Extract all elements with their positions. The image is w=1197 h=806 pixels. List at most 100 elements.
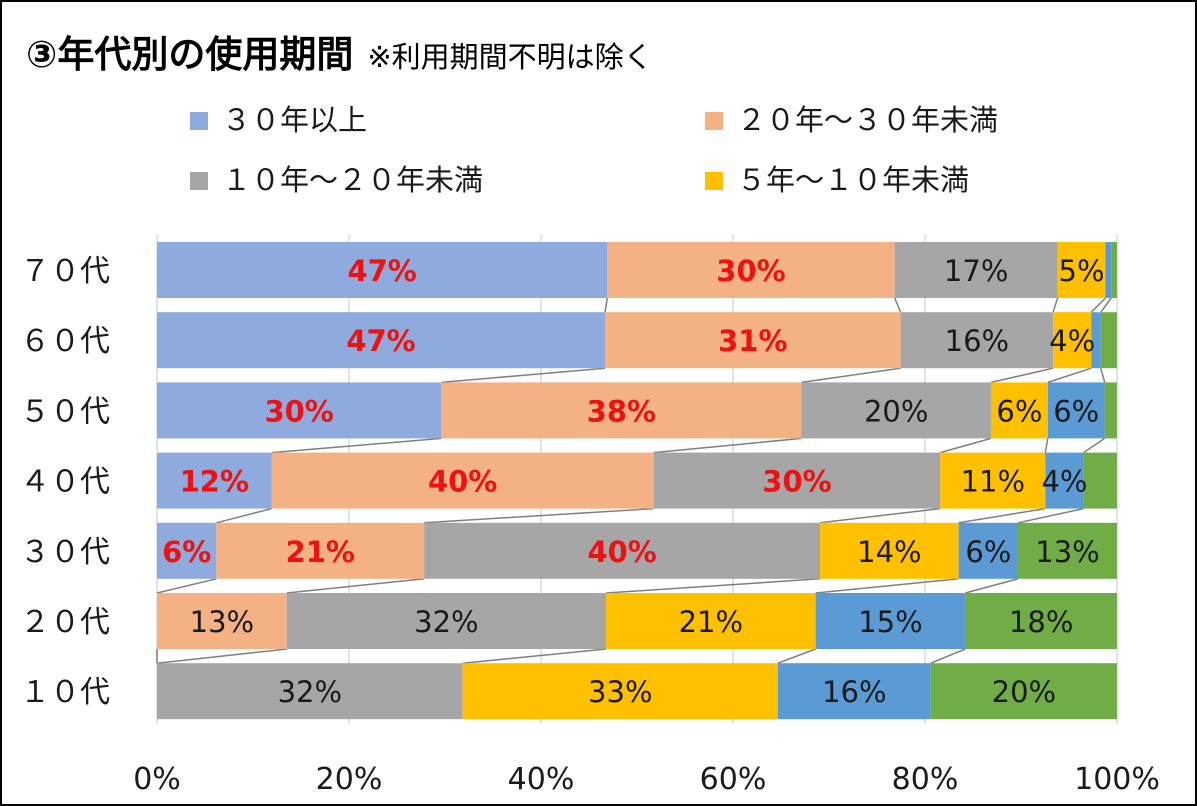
bar-segment xyxy=(1053,312,1092,369)
series-connector-line xyxy=(1047,367,1092,384)
bar-segment xyxy=(1105,242,1112,298)
data-label: 14% xyxy=(857,535,921,569)
bar-segment xyxy=(286,593,607,649)
series-connector-line xyxy=(1100,297,1112,313)
data-label: 31% xyxy=(718,324,787,358)
legend-label: １０年～２０年未満 xyxy=(222,163,483,197)
bar-segment xyxy=(1047,382,1105,439)
series-connector-line xyxy=(271,437,442,454)
bar-segment xyxy=(958,522,1019,579)
legend-swatch xyxy=(705,112,723,130)
data-label: 13% xyxy=(1035,535,1099,569)
bar-segment xyxy=(1083,452,1117,509)
legend-label: ２０年～３０年未満 xyxy=(737,103,998,137)
data-label: 38% xyxy=(587,394,656,428)
bar-segment xyxy=(271,452,654,509)
chart-title-note: ※利用期間不明は除く xyxy=(367,40,653,74)
series-connector-line xyxy=(462,648,607,664)
data-label: 21% xyxy=(679,605,743,639)
series-connector-line xyxy=(958,507,1046,524)
legend-label: ５年～１０年未満 xyxy=(737,163,969,197)
bar-segment xyxy=(1111,242,1117,298)
series-connector-line xyxy=(1052,297,1059,313)
series-connector-line xyxy=(940,437,992,454)
chart-title: ③年代別の使用期間 ※利用期間不明は除く xyxy=(26,24,653,78)
series-connector-line xyxy=(1100,368,1106,383)
bar-segment xyxy=(820,522,959,579)
bar-segment xyxy=(441,382,802,439)
bar-segment xyxy=(157,242,608,298)
data-label: 30% xyxy=(762,465,831,499)
data-label: 20% xyxy=(864,394,928,428)
series-connector-line xyxy=(604,297,609,313)
data-label: 32% xyxy=(278,675,342,709)
series-connector-line xyxy=(1044,438,1049,453)
bar-segment xyxy=(157,452,272,509)
series-connector-line xyxy=(1017,507,1084,524)
bar-segment xyxy=(157,382,442,439)
data-label: 47% xyxy=(346,324,415,358)
legend-swatch xyxy=(190,172,208,190)
category-label: ６０代 xyxy=(20,324,110,359)
bar-segment xyxy=(1018,522,1117,579)
series-connector-line xyxy=(653,437,802,454)
data-label: 30% xyxy=(716,254,785,288)
series-connector-line xyxy=(424,507,654,524)
bar-segment xyxy=(1091,312,1101,369)
data-label: 40% xyxy=(428,465,497,499)
data-label: 16% xyxy=(822,675,886,709)
series-connector-line xyxy=(216,507,272,524)
x-tick-label: 80% xyxy=(892,762,959,797)
data-label: 30% xyxy=(264,394,333,428)
series-connector-line xyxy=(894,297,902,313)
bar-segment xyxy=(653,452,941,509)
bar-segment xyxy=(815,593,966,649)
data-label: 11% xyxy=(961,465,1025,499)
series-connector-line xyxy=(1090,297,1107,313)
legend-swatch xyxy=(190,112,208,130)
data-label: 4% xyxy=(1049,324,1095,358)
data-label: 20% xyxy=(992,675,1056,709)
data-label: 32% xyxy=(414,605,478,639)
chart-title-main: ③年代別の使用期間 xyxy=(26,33,354,76)
x-tick-label: 100% xyxy=(1074,762,1160,797)
bar-segment xyxy=(777,663,931,720)
data-label: 17% xyxy=(944,254,1008,288)
series-connector-line xyxy=(820,507,941,524)
data-label: 6% xyxy=(996,394,1042,428)
data-label: 15% xyxy=(858,605,922,639)
bar-segment xyxy=(1104,382,1117,439)
bar-segment xyxy=(801,382,991,439)
bar-segment xyxy=(157,522,217,579)
bar-segment xyxy=(605,312,901,369)
data-label: 4% xyxy=(1041,465,1087,499)
data-label: 12% xyxy=(180,465,249,499)
bar-segment xyxy=(990,382,1048,439)
bar-segment xyxy=(606,593,816,649)
bar-segment xyxy=(216,522,425,579)
legend-label: ３０年以上 xyxy=(222,103,367,137)
category-label: ２０代 xyxy=(20,605,110,640)
category-label: ７０代 xyxy=(20,254,110,289)
series-connector-line xyxy=(286,578,425,594)
series-connector-line xyxy=(606,578,821,594)
category-label: ４０代 xyxy=(20,465,110,500)
bar-segment xyxy=(607,242,895,298)
data-label: 21% xyxy=(286,535,355,569)
data-label: 5% xyxy=(1059,254,1105,288)
series-connector-line xyxy=(156,578,217,594)
series-connector-line xyxy=(965,578,1019,594)
data-label: 40% xyxy=(587,535,656,569)
bar-segment xyxy=(1045,452,1084,509)
bar-segment xyxy=(930,663,1117,720)
series-connector-line xyxy=(990,367,1054,384)
bar-segment xyxy=(965,593,1117,649)
x-tick-label: 40% xyxy=(508,762,575,797)
series-connector-line xyxy=(815,578,959,594)
bar-segment xyxy=(157,663,463,720)
bar-segment xyxy=(157,312,606,369)
legend-swatch xyxy=(705,172,723,190)
bar-segment xyxy=(462,663,778,720)
